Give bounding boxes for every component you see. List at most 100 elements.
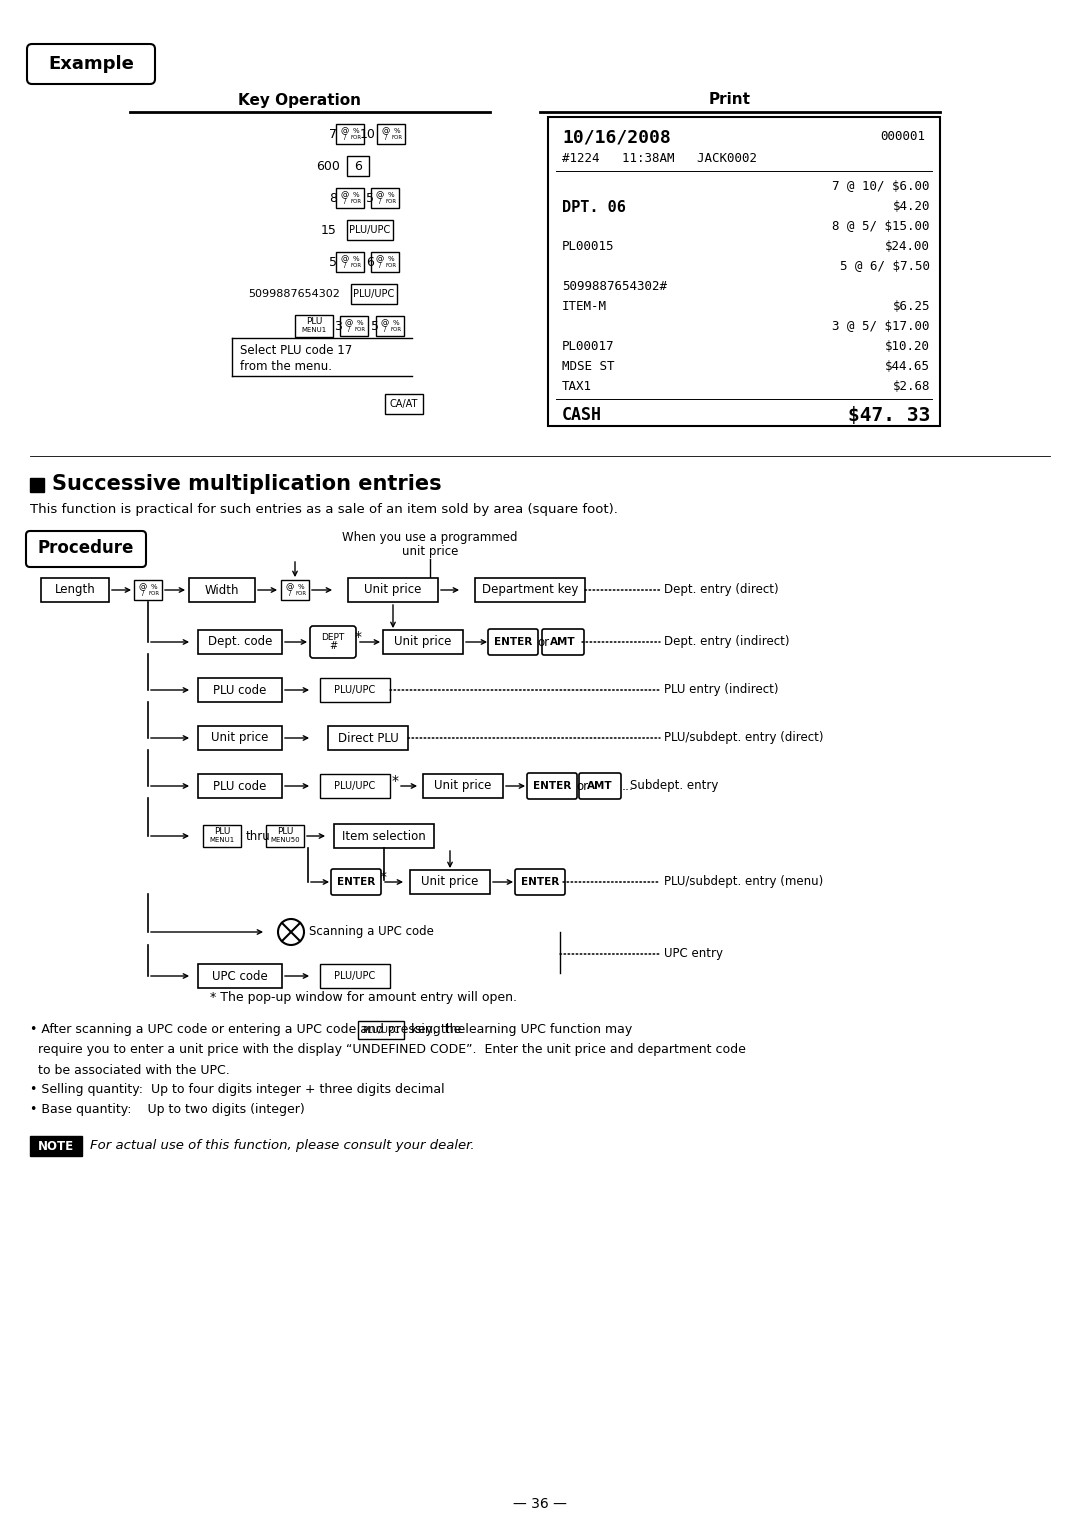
Bar bbox=[198, 678, 282, 702]
Text: Subdept. entry: Subdept. entry bbox=[630, 780, 718, 792]
Text: Scanning a UPC code: Scanning a UPC code bbox=[309, 925, 434, 938]
Bar bbox=[281, 580, 309, 600]
Text: Direct PLU: Direct PLU bbox=[338, 731, 399, 745]
Bar bbox=[336, 124, 364, 143]
Text: FOR: FOR bbox=[391, 134, 403, 140]
Bar bbox=[336, 252, 364, 272]
FancyBboxPatch shape bbox=[527, 774, 577, 800]
Text: TAX1: TAX1 bbox=[562, 380, 592, 394]
Text: FOR: FOR bbox=[386, 198, 396, 204]
Text: /: / bbox=[343, 198, 347, 204]
Text: Width: Width bbox=[205, 583, 240, 597]
Text: /: / bbox=[343, 262, 347, 269]
FancyBboxPatch shape bbox=[310, 626, 356, 658]
Text: 000001: 000001 bbox=[880, 131, 924, 143]
Text: FOR: FOR bbox=[350, 134, 362, 140]
Text: Dept. entry (indirect): Dept. entry (indirect) bbox=[664, 635, 789, 649]
Text: $47. 33: $47. 33 bbox=[848, 406, 930, 424]
Text: PLU: PLU bbox=[214, 827, 230, 836]
Text: %: % bbox=[353, 256, 360, 262]
Text: PLU: PLU bbox=[276, 827, 293, 836]
Text: $4.20: $4.20 bbox=[892, 200, 930, 214]
Text: 600: 600 bbox=[316, 160, 340, 172]
Text: Length: Length bbox=[55, 583, 95, 597]
Text: Example: Example bbox=[49, 55, 134, 73]
Text: $44.65: $44.65 bbox=[885, 360, 930, 374]
Text: Department key: Department key bbox=[482, 583, 578, 597]
Text: Unit price: Unit price bbox=[421, 876, 478, 888]
Text: PLU code: PLU code bbox=[214, 684, 267, 696]
Text: /: / bbox=[141, 591, 145, 597]
Text: $6.25: $6.25 bbox=[892, 301, 930, 313]
Text: @: @ bbox=[139, 583, 147, 592]
Bar bbox=[372, 188, 399, 208]
Text: %: % bbox=[388, 192, 394, 198]
Text: @: @ bbox=[345, 319, 353, 328]
Text: $10.20: $10.20 bbox=[885, 340, 930, 354]
Text: FOR: FOR bbox=[350, 262, 362, 269]
FancyBboxPatch shape bbox=[488, 629, 538, 655]
Text: MENU1: MENU1 bbox=[210, 838, 234, 844]
Text: PLU code: PLU code bbox=[214, 780, 267, 792]
Text: key, the learning UPC function may: key, the learning UPC function may bbox=[407, 1024, 632, 1036]
Text: PLU/UPC: PLU/UPC bbox=[335, 971, 376, 981]
Bar bbox=[30, 1135, 82, 1157]
Text: 3: 3 bbox=[334, 319, 342, 333]
Text: PLU entry (indirect): PLU entry (indirect) bbox=[664, 684, 779, 696]
FancyBboxPatch shape bbox=[27, 44, 156, 84]
Text: NOTE: NOTE bbox=[38, 1140, 75, 1152]
Bar bbox=[384, 394, 423, 414]
FancyBboxPatch shape bbox=[26, 531, 146, 568]
Text: #1224   11:38AM   JACK0002: #1224 11:38AM JACK0002 bbox=[562, 153, 757, 165]
Text: PLU: PLU bbox=[306, 317, 322, 327]
Text: 7: 7 bbox=[329, 128, 337, 140]
Text: 15: 15 bbox=[321, 223, 337, 237]
Text: Procedure: Procedure bbox=[38, 539, 134, 557]
Text: • Selling quantity:  Up to four digits integer + three digits decimal: • Selling quantity: Up to four digits in… bbox=[30, 1083, 445, 1097]
Text: 5099887654302#: 5099887654302# bbox=[562, 281, 667, 293]
Text: #: # bbox=[329, 641, 337, 652]
Text: or: or bbox=[576, 780, 589, 792]
Text: /: / bbox=[288, 591, 292, 597]
Text: 5099887654302: 5099887654302 bbox=[248, 288, 340, 299]
Text: require you to enter a unit price with the display “UNDEFINED CODE”.  Enter the : require you to enter a unit price with t… bbox=[30, 1044, 746, 1056]
Text: ITEM-M: ITEM-M bbox=[562, 301, 607, 313]
Text: Dept. code: Dept. code bbox=[207, 635, 272, 649]
Text: PLU/UPC: PLU/UPC bbox=[335, 781, 376, 790]
Bar bbox=[372, 252, 399, 272]
Text: 8: 8 bbox=[329, 191, 337, 204]
Text: ENTER: ENTER bbox=[494, 636, 532, 647]
Text: Key Operation: Key Operation bbox=[239, 93, 362, 107]
Bar bbox=[336, 188, 364, 208]
Text: DPT. 06: DPT. 06 bbox=[562, 200, 626, 215]
Text: Select PLU code 17: Select PLU code 17 bbox=[240, 343, 352, 357]
Bar bbox=[351, 284, 397, 304]
Text: CA/AT: CA/AT bbox=[390, 398, 418, 409]
Text: FOR: FOR bbox=[391, 327, 402, 333]
Text: Dept. entry (direct): Dept. entry (direct) bbox=[664, 583, 779, 597]
Text: PLU/UPC: PLU/UPC bbox=[362, 1025, 400, 1035]
Text: @: @ bbox=[376, 191, 384, 200]
Text: ENTER: ENTER bbox=[532, 781, 571, 790]
Text: PLU/subdept. entry (direct): PLU/subdept. entry (direct) bbox=[664, 731, 824, 745]
Text: thru: thru bbox=[246, 830, 271, 842]
Text: PLU/UPC: PLU/UPC bbox=[335, 685, 376, 694]
Text: /: / bbox=[348, 327, 350, 333]
Text: PLU/subdept. entry (menu): PLU/subdept. entry (menu) bbox=[664, 876, 823, 888]
Text: 5 @ 6/ $7.50: 5 @ 6/ $7.50 bbox=[840, 261, 930, 273]
Text: ENTER: ENTER bbox=[337, 877, 375, 887]
Text: MDSE ST: MDSE ST bbox=[562, 360, 615, 374]
Text: • After scanning a UPC code or entering a UPC code and pressing the: • After scanning a UPC code or entering … bbox=[30, 1024, 465, 1036]
Bar bbox=[320, 774, 390, 798]
FancyBboxPatch shape bbox=[579, 774, 621, 800]
Text: FOR: FOR bbox=[386, 262, 396, 269]
Text: @: @ bbox=[376, 255, 384, 264]
Bar bbox=[320, 964, 390, 987]
Text: 10/16/2008: 10/16/2008 bbox=[562, 128, 671, 146]
Text: — 36 —: — 36 — bbox=[513, 1497, 567, 1511]
Text: Item selection: Item selection bbox=[342, 830, 426, 842]
Text: to be associated with the UPC.: to be associated with the UPC. bbox=[30, 1064, 230, 1076]
Text: Successive multiplication entries: Successive multiplication entries bbox=[52, 475, 442, 494]
Bar bbox=[410, 870, 490, 894]
Text: CASH: CASH bbox=[562, 406, 602, 424]
